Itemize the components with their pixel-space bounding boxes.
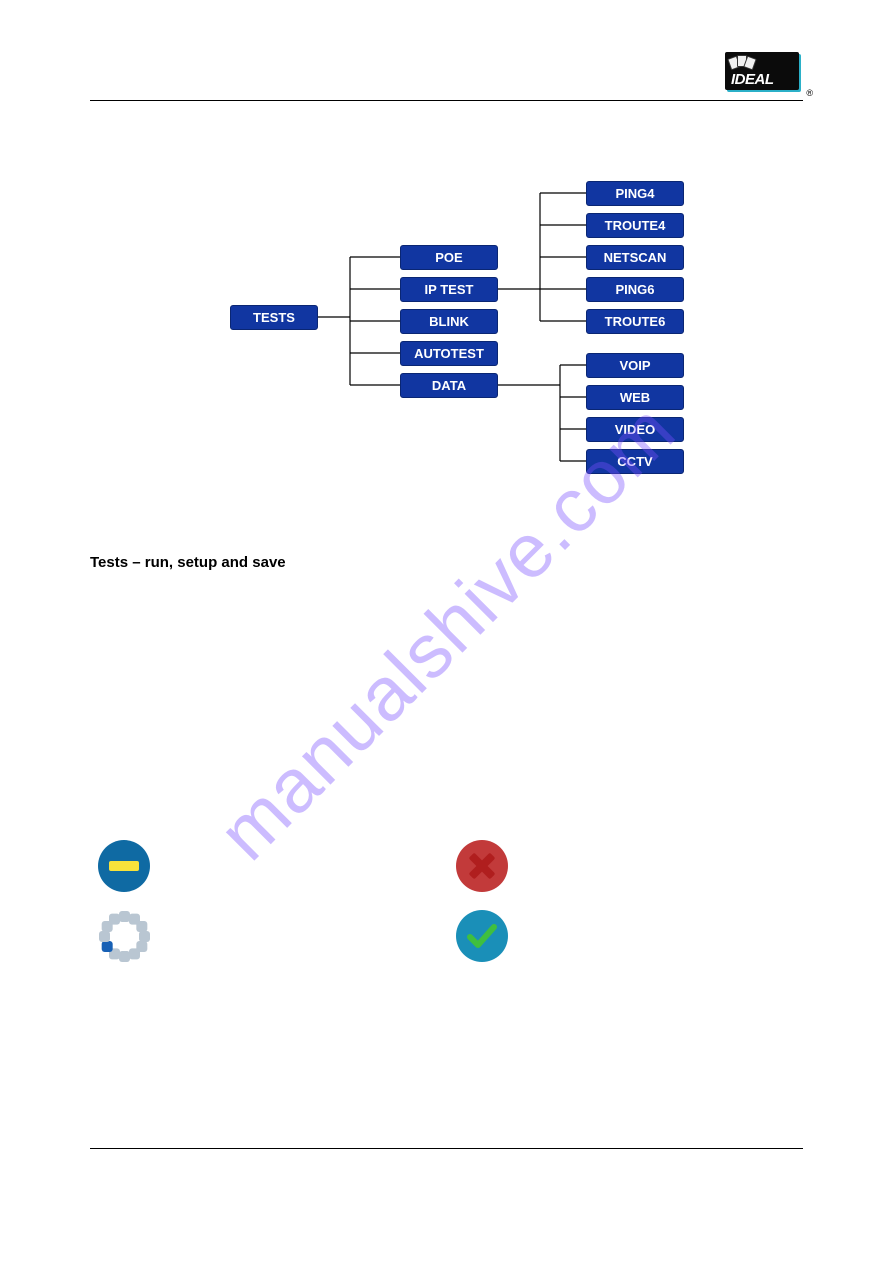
test-fail-icon <box>456 840 510 894</box>
header-divider <box>90 100 803 101</box>
tree-node-poe: POE <box>400 245 498 270</box>
tree-node-video: VIDEO <box>586 417 684 442</box>
tree-node-data: DATA <box>400 373 498 398</box>
tree-node-ping6: PING6 <box>586 277 684 302</box>
footer-divider <box>90 1148 803 1149</box>
test-ready-icon <box>98 840 152 894</box>
test-running-icon <box>98 910 152 964</box>
tests-menu-tree: TESTS POE IP TEST BLINK AUTOTEST DATA PI… <box>230 175 790 495</box>
tree-node-cctv: CCTV <box>586 449 684 474</box>
tree-node-autotest: AUTOTEST <box>400 341 498 366</box>
tree-node-troute6: TROUTE6 <box>586 309 684 334</box>
tree-node-troute4: TROUTE4 <box>586 213 684 238</box>
tree-node-voip: VOIP <box>586 353 684 378</box>
tree-connectors <box>230 175 790 495</box>
tree-node-blink: BLINK <box>400 309 498 334</box>
tree-node-netscan: NETSCAN <box>586 245 684 270</box>
tree-node-ping4: PING4 <box>586 181 684 206</box>
tree-node-web: WEB <box>586 385 684 410</box>
tree-node-iptest: IP TEST <box>400 277 498 302</box>
test-pass-icon <box>456 910 510 964</box>
section-heading: Tests – run, setup and save <box>90 554 286 571</box>
tree-node-tests: TESTS <box>230 305 318 330</box>
